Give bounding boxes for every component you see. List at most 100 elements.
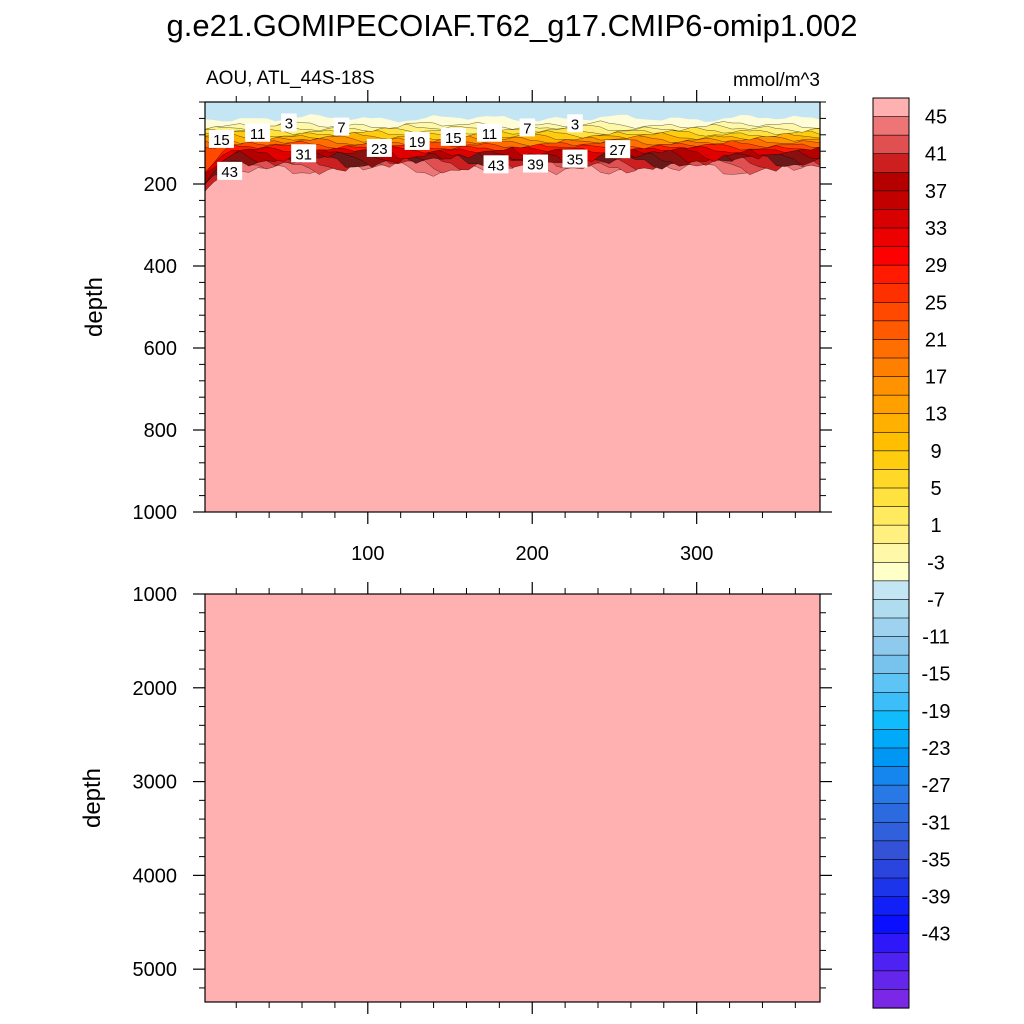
colorbar-swatch xyxy=(872,376,910,396)
upper-panel: 15 11 3 7 31 43 23 19 15 11 7 3 43 39 35 27 100 200 300 20… xyxy=(81,90,832,565)
panel-subtitle-left: AOU, ATL_44S-18S xyxy=(206,68,375,89)
colorbar-swatch xyxy=(872,747,910,768)
colorbar-swatch xyxy=(872,431,910,452)
panel-subtitle-right: mmol/m^3 xyxy=(733,70,820,91)
colorbar-swatch xyxy=(872,394,910,415)
colorbar-swatch xyxy=(872,914,910,935)
contour-label: 7 xyxy=(333,117,350,137)
upper-plot-frame xyxy=(204,101,821,513)
x-tick-label: 100 xyxy=(351,543,384,565)
colorbar-swatch xyxy=(872,654,910,675)
upper-field xyxy=(204,101,821,512)
colorbar-swatch xyxy=(872,989,910,1009)
y-tick-label: 1000 xyxy=(133,584,178,606)
colorbar-label: -15 xyxy=(922,664,951,686)
colorbar-swatch xyxy=(872,153,910,173)
colorbar: 45 41 37 33 29 25 21 17 13 9 5 1 -3 -7 -11 -15 -19 -23 -27… xyxy=(872,97,951,1009)
colorbar-swatch xyxy=(872,283,910,303)
contour-label-text: 43 xyxy=(221,164,238,181)
colorbar-swatch xyxy=(872,803,910,823)
colorbar-swatch xyxy=(872,450,910,471)
colorbar-label: 25 xyxy=(925,292,947,314)
surface-layer xyxy=(205,102,820,105)
colorbar-swatch xyxy=(872,413,910,433)
colorbar-swatch xyxy=(872,246,910,266)
contour-label-text: 27 xyxy=(609,142,626,159)
contour-label-text: 11 xyxy=(482,126,498,143)
contour-label: 43 xyxy=(483,155,509,174)
y-tick-label: 2000 xyxy=(133,678,178,700)
colorbar-swatch xyxy=(872,636,910,656)
colorbar-label: -3 xyxy=(927,552,945,574)
colorbar-swatch xyxy=(872,859,910,879)
colorbar-swatch xyxy=(872,190,910,211)
colorbar-swatch xyxy=(872,97,910,118)
colorbar-label: 33 xyxy=(925,218,947,240)
contour-label-text: 7 xyxy=(523,120,531,137)
contour-label: 35 xyxy=(562,149,588,169)
contour-label: 15 xyxy=(440,127,466,147)
colorbar-swatch xyxy=(872,951,910,972)
contour-label-text: 19 xyxy=(409,134,426,151)
colorbar-swatch xyxy=(872,171,910,192)
colorbar-swatch xyxy=(872,264,910,285)
contour-label: 11 xyxy=(476,123,502,143)
colorbar-swatch xyxy=(872,580,910,601)
lower-field xyxy=(205,594,820,1002)
contour-label-text: 15 xyxy=(213,132,230,149)
colorbar-swatch xyxy=(872,840,910,861)
colorbar-label: -23 xyxy=(922,738,951,760)
contour-label: 11 xyxy=(245,123,271,143)
contour-label: 3 xyxy=(567,114,583,133)
colorbar-swatch xyxy=(872,116,910,136)
colorbar-swatch xyxy=(872,320,910,341)
contour-label: 43 xyxy=(217,161,243,181)
colorbar-swatch xyxy=(872,339,910,359)
colorbar-swatch xyxy=(872,487,910,508)
colorbar-label: -31 xyxy=(922,812,951,834)
colorbar-label: 9 xyxy=(930,441,941,463)
lower-axes: 1000 2000 3000 4000 5000 xyxy=(133,582,832,1014)
upper-contour-labels: 15 11 3 7 31 43 23 19 15 11 7 3 43 39 35 27 xyxy=(208,113,631,181)
colorbar-swatch xyxy=(872,729,910,749)
x-tick-label: 200 xyxy=(516,543,549,565)
contour-label-text: 23 xyxy=(371,141,388,158)
colorbar-swatch xyxy=(872,506,910,526)
contour-label-text: 35 xyxy=(567,152,584,169)
colorbar-frame xyxy=(872,97,910,1009)
y-tick-label: 400 xyxy=(144,256,177,278)
y-tick-label: 600 xyxy=(144,338,177,360)
colorbar-label: 1 xyxy=(930,515,941,537)
colorbar-label: 21 xyxy=(925,329,947,351)
y-tick-label: 200 xyxy=(144,174,177,196)
colorbar-swatch xyxy=(872,469,910,489)
contour-label: 23 xyxy=(366,138,392,158)
y-tick-label: 800 xyxy=(144,420,177,442)
figure-title: g.e21.GOMIPECOIAF.T62_g17.CMIP6-omip1.00… xyxy=(167,8,858,43)
contour-label: 39 xyxy=(523,154,549,174)
y-tick-label: 5000 xyxy=(133,959,178,981)
lower-plot-frame xyxy=(204,593,821,1003)
colorbar-label: -27 xyxy=(922,775,951,797)
contour-label: 15 xyxy=(208,129,234,149)
contour-label: 7 xyxy=(519,118,536,137)
colorbar-swatch xyxy=(872,673,910,693)
contour-label: 27 xyxy=(605,140,631,159)
y-tick-label: 1000 xyxy=(133,502,178,524)
colorbar-label: -7 xyxy=(927,589,945,611)
contour-label-text: 15 xyxy=(445,130,462,147)
contour-label-text: 43 xyxy=(488,157,505,174)
colorbar-swatch xyxy=(872,896,910,916)
contour-band xyxy=(205,102,820,123)
colorbar-swatch xyxy=(872,134,910,155)
colorbar-label: 17 xyxy=(925,367,947,389)
colorbar-label: -19 xyxy=(922,701,951,723)
contour-label: 31 xyxy=(291,144,317,163)
colorbar-label: -35 xyxy=(922,849,951,871)
colorbar-swatch xyxy=(872,933,910,953)
contour-label-text: 39 xyxy=(527,157,544,174)
colorbar-swatch xyxy=(872,784,910,805)
lower-panel: 1000 2000 3000 4000 5000 depth xyxy=(79,582,832,1014)
contour-label-text: 11 xyxy=(250,126,266,143)
colorbar-swatch xyxy=(872,617,910,638)
